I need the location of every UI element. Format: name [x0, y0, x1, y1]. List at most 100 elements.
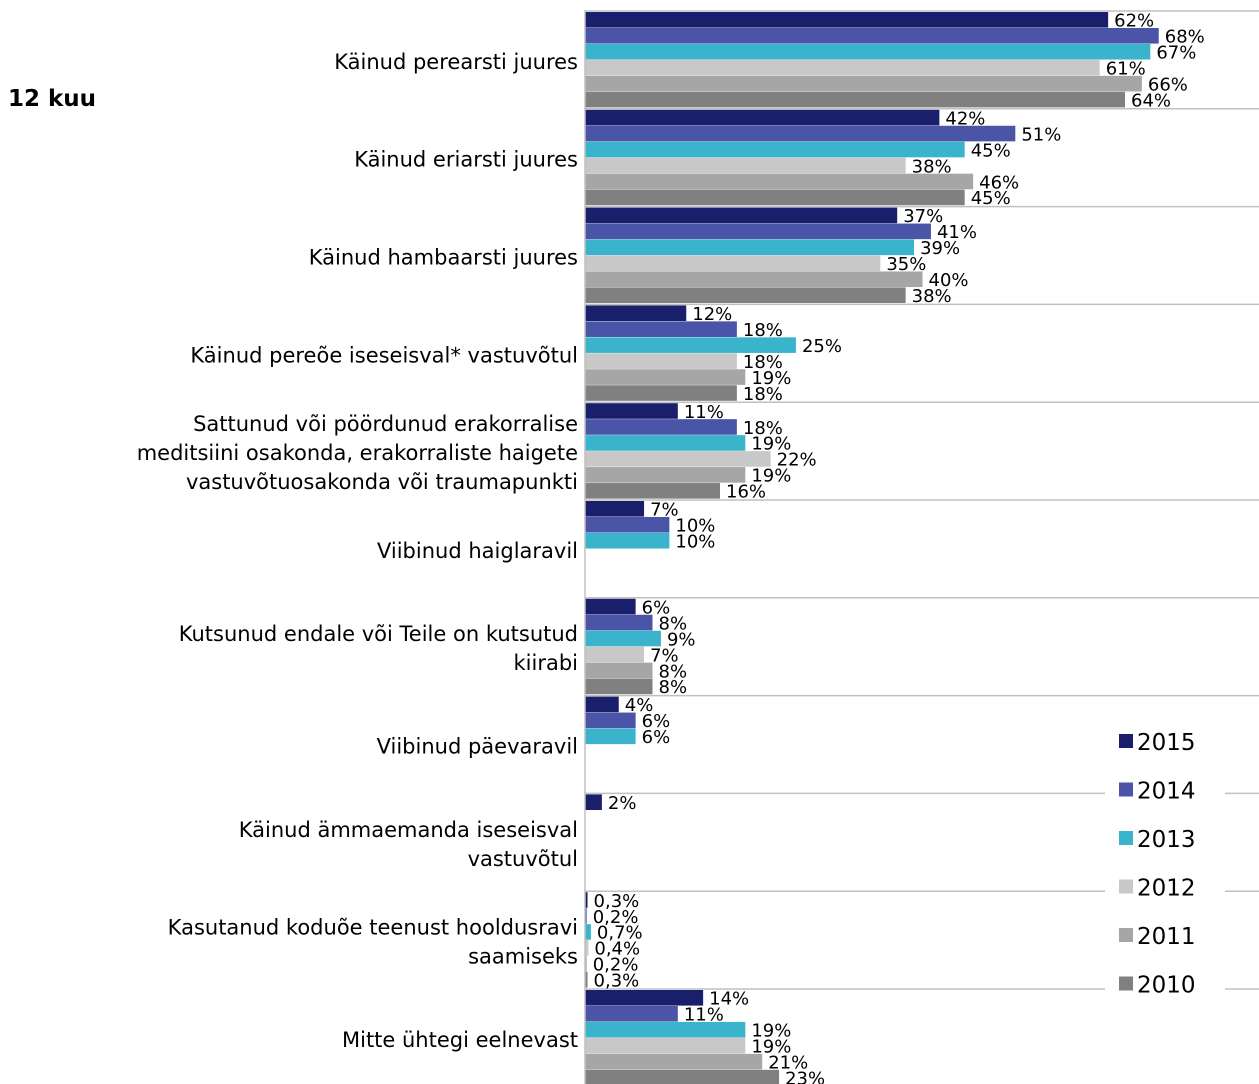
legend-swatch	[1119, 782, 1133, 797]
value-label: 8%	[659, 677, 688, 698]
value-label: 38%	[912, 286, 952, 307]
bar	[585, 696, 619, 713]
bar	[585, 924, 591, 940]
bar	[585, 467, 746, 483]
value-label: 61%	[1106, 59, 1146, 80]
value-label: 18%	[743, 352, 783, 373]
value-label: 19%	[751, 1021, 791, 1042]
value-label: 6%	[642, 597, 671, 618]
value-label: 6%	[642, 711, 671, 732]
legend-label: 2013	[1137, 827, 1196, 853]
legend-label: 2012	[1137, 876, 1196, 902]
bar	[585, 483, 720, 499]
category-label: Käinud eriarsti juures	[354, 148, 578, 172]
bar	[585, 940, 589, 956]
value-label: 25%	[802, 336, 842, 357]
value-label: 35%	[886, 254, 926, 275]
bar	[585, 59, 1100, 76]
value-label: 38%	[912, 156, 952, 177]
legend-swatch	[1119, 928, 1133, 942]
value-label: 4%	[625, 695, 654, 716]
value-label: 40%	[929, 270, 969, 291]
category-label: Sattunud või pöördunud erakorralise medit…	[137, 412, 578, 494]
value-label: 14%	[709, 989, 749, 1010]
bar	[585, 516, 670, 533]
bar	[585, 1021, 746, 1038]
bar	[585, 501, 645, 517]
value-label: 0,2%	[593, 955, 639, 976]
bar	[585, 189, 965, 206]
subtitle: 12 kuu	[8, 86, 96, 112]
value-label: 64%	[1131, 90, 1171, 111]
value-label: 19%	[751, 1037, 791, 1058]
legend-swatch	[1119, 879, 1133, 894]
bar	[585, 598, 636, 615]
bar	[585, 662, 653, 679]
value-label: 66%	[1148, 74, 1188, 95]
category-label: Mitte ühtegi eelnevast	[342, 1028, 578, 1052]
category-label: Viibinud haiglaravil	[377, 539, 578, 563]
value-label: 22%	[777, 450, 817, 471]
legend-label: 2010	[1137, 973, 1196, 999]
value-label: 21%	[768, 1052, 808, 1073]
bar	[585, 630, 661, 647]
bar	[585, 678, 653, 695]
bar	[585, 614, 653, 631]
value-label: 67%	[1156, 43, 1196, 64]
category-label: Käinud pereõe iseseisval* vastuvõtul	[190, 343, 578, 367]
value-label: 41%	[937, 222, 977, 243]
value-label: 16%	[726, 482, 766, 503]
bar	[585, 451, 771, 467]
bar	[585, 353, 737, 369]
legend-swatch	[1119, 976, 1133, 991]
value-label: 45%	[971, 188, 1011, 209]
value-label: 0,4%	[594, 939, 640, 960]
bar	[585, 223, 931, 240]
category-label: Kutsunud endale või Teile on kutsutud kii…	[179, 622, 578, 675]
bar	[585, 321, 737, 337]
bar	[585, 794, 602, 810]
value-label: 23%	[785, 1068, 825, 1084]
value-label: 10%	[675, 516, 715, 537]
bar	[585, 1005, 678, 1022]
bar	[585, 207, 898, 224]
value-label: 11%	[684, 402, 724, 423]
value-label: 0,3%	[594, 891, 640, 912]
value-label: 46%	[979, 172, 1019, 193]
value-label: 68%	[1165, 27, 1205, 48]
category-label: Käinud hambaarsti juures	[309, 246, 578, 270]
bar	[585, 972, 588, 988]
bar	[585, 1053, 763, 1070]
value-label: 8%	[659, 661, 688, 682]
value-label: 0,3%	[594, 971, 640, 992]
value-label: 37%	[903, 206, 943, 227]
legend-label: 2014	[1137, 779, 1196, 805]
bar	[585, 956, 587, 972]
value-label: 19%	[751, 466, 791, 487]
bar	[585, 403, 678, 419]
bar	[585, 141, 965, 158]
bar	[585, 337, 796, 353]
legend-label: 2011	[1137, 924, 1196, 950]
value-label: 8%	[659, 613, 688, 634]
bar	[585, 27, 1159, 44]
bar	[585, 43, 1151, 60]
value-label: 18%	[743, 320, 783, 341]
bar	[585, 12, 1109, 28]
bar	[585, 419, 737, 435]
bar	[585, 892, 588, 908]
value-label: 18%	[743, 384, 783, 405]
value-label: 6%	[642, 727, 671, 748]
bar	[585, 239, 915, 256]
category-label: Kasutanud koduõe teenust hooldusravi saam…	[168, 916, 578, 969]
value-label: 19%	[751, 434, 791, 455]
bar	[585, 646, 645, 663]
value-label: 12%	[692, 304, 732, 325]
value-label: 11%	[684, 1005, 724, 1026]
legend-label: 2015	[1137, 730, 1196, 756]
bar	[585, 305, 687, 321]
bar	[585, 1069, 780, 1084]
value-label: 18%	[743, 418, 783, 439]
bar	[585, 990, 704, 1006]
